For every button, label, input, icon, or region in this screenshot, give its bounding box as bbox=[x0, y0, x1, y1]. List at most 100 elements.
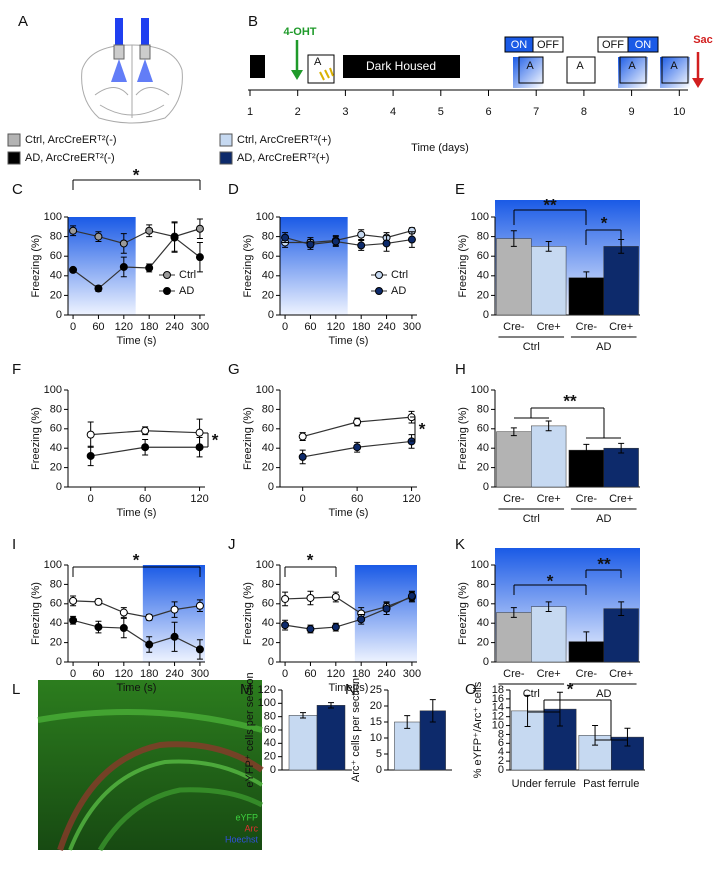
x-tick-label: 240 bbox=[377, 668, 395, 680]
legend-swatch bbox=[7, 133, 21, 147]
day-label: 10 bbox=[673, 106, 685, 118]
data-point bbox=[69, 616, 78, 625]
bar bbox=[531, 606, 567, 663]
image-label: Arc bbox=[245, 823, 259, 833]
x-tick-label: 180 bbox=[352, 321, 370, 333]
legend-swatch bbox=[219, 133, 233, 147]
significance-label: ** bbox=[543, 195, 557, 214]
x-tick-label: 180 bbox=[140, 668, 158, 680]
brain-schematic bbox=[81, 44, 183, 124]
data-point bbox=[145, 226, 154, 235]
data-point bbox=[195, 224, 204, 233]
series-line bbox=[73, 600, 201, 618]
data-point bbox=[281, 233, 290, 242]
bar bbox=[603, 608, 639, 663]
panel-letter: O bbox=[465, 681, 477, 698]
data-point bbox=[94, 597, 103, 606]
y-tick-label: 40 bbox=[477, 617, 489, 629]
data-point bbox=[94, 623, 103, 632]
panel-letter: I bbox=[12, 536, 16, 553]
legend-label: Ctrl bbox=[391, 269, 408, 281]
x-tick-label: Cre+ bbox=[537, 321, 561, 333]
legend-label: Ctrl bbox=[179, 269, 196, 281]
error-bar bbox=[556, 691, 563, 727]
y-tick-label: 20 bbox=[50, 637, 62, 649]
data-point bbox=[281, 594, 290, 603]
x-tick-label: 60 bbox=[351, 493, 363, 505]
data-point bbox=[119, 262, 128, 271]
data-point bbox=[306, 593, 315, 602]
legend-label: Ctrl, ArcCreERᵀ²(-) bbox=[25, 134, 117, 146]
legend-marker bbox=[375, 271, 383, 279]
y-axis-label: Freezing (%) bbox=[457, 235, 469, 298]
y-tick-label: 120 bbox=[258, 684, 276, 696]
y-tick-label: 100 bbox=[256, 559, 274, 571]
x-tick-label: 300 bbox=[403, 668, 421, 680]
data-point bbox=[69, 596, 78, 605]
bar bbox=[496, 612, 532, 663]
y-tick-label: 40 bbox=[50, 442, 62, 454]
y-tick-label: 80 bbox=[262, 403, 274, 415]
panel-letter: M bbox=[240, 681, 253, 698]
y-tick-label: 20 bbox=[262, 462, 274, 474]
data-point bbox=[298, 432, 307, 441]
y-tick-label: 40 bbox=[477, 270, 489, 282]
data-point bbox=[357, 241, 366, 250]
y-axis-label: Freezing (%) bbox=[242, 582, 254, 645]
context-label: A bbox=[314, 56, 322, 68]
y-tick-label: 80 bbox=[262, 578, 274, 590]
y-tick-label: 60 bbox=[477, 423, 489, 435]
image-label: Hoechst bbox=[225, 834, 259, 844]
panel-letter: H bbox=[455, 361, 466, 378]
y-tick-label: 10 bbox=[492, 719, 504, 731]
timeline-xlabel: Time (days) bbox=[411, 142, 469, 154]
data-point bbox=[298, 452, 307, 461]
timeline: 4-OHT A Dark Housed ON OFF OFF ON A A A … bbox=[248, 26, 713, 154]
context-label: A bbox=[670, 60, 678, 72]
error-bar bbox=[545, 420, 552, 432]
data-point bbox=[195, 428, 204, 437]
y-tick-label: 60 bbox=[262, 598, 274, 610]
significance-label: * bbox=[212, 430, 219, 449]
error-bar bbox=[429, 699, 436, 723]
group-label: Ctrl bbox=[523, 341, 540, 353]
y-tick-label: 15 bbox=[370, 716, 382, 728]
panel-letter: E bbox=[455, 181, 465, 198]
panel-letter: L bbox=[12, 681, 20, 698]
data-point bbox=[382, 604, 391, 613]
significance-label: ** bbox=[597, 554, 611, 573]
x-tick-label: Cre- bbox=[576, 493, 598, 505]
y-tick-label: 60 bbox=[262, 250, 274, 262]
y-tick-label: 20 bbox=[477, 462, 489, 474]
data-point bbox=[145, 613, 154, 622]
data-point bbox=[119, 608, 128, 617]
x-tick-label: Cre- bbox=[503, 668, 525, 680]
panel-letter: D bbox=[228, 181, 239, 198]
y-axis-label: Arc⁺ cells per section bbox=[350, 678, 362, 782]
panel-letter: C bbox=[12, 181, 23, 198]
y-tick-label: 20 bbox=[477, 637, 489, 649]
y-tick-label: 80 bbox=[262, 231, 274, 243]
y-tick-label: 80 bbox=[50, 578, 62, 590]
data-point bbox=[306, 240, 315, 249]
data-point bbox=[86, 430, 95, 439]
x-tick-label: 240 bbox=[165, 321, 183, 333]
error-bar bbox=[624, 727, 631, 747]
y-tick-label: 100 bbox=[44, 559, 62, 571]
context-label: A bbox=[576, 60, 584, 72]
y-tick-label: 80 bbox=[477, 578, 489, 590]
y-tick-label: 20 bbox=[262, 637, 274, 649]
panel-letter: A bbox=[18, 13, 28, 30]
legend-label: AD bbox=[179, 285, 194, 297]
data-point bbox=[331, 237, 340, 246]
x-tick-label: 60 bbox=[304, 668, 316, 680]
y-axis-label: Freezing (%) bbox=[30, 582, 42, 645]
x-tick-label: 240 bbox=[377, 321, 395, 333]
legend-marker bbox=[163, 287, 171, 295]
series-line bbox=[285, 596, 413, 615]
x-tick-label: 120 bbox=[190, 493, 208, 505]
day-label: 2 bbox=[295, 106, 301, 118]
x-tick-label: 0 bbox=[70, 668, 76, 680]
x-tick-label: 240 bbox=[165, 668, 183, 680]
data-point bbox=[195, 601, 204, 610]
